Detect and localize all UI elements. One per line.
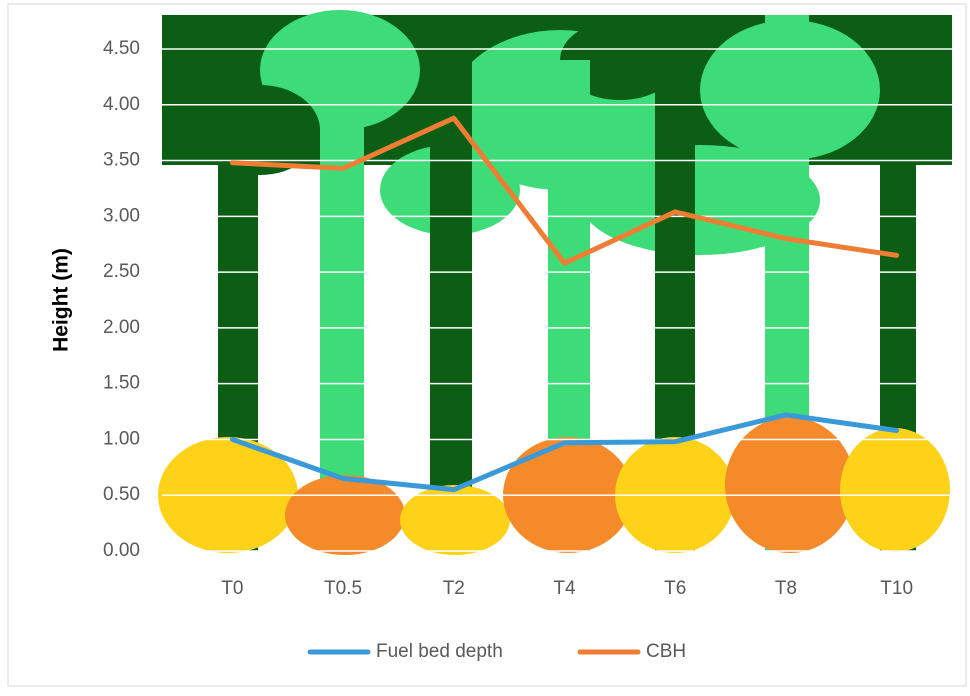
y-axis-title: Height (m) <box>50 248 73 352</box>
x-tick-label: T6 <box>664 578 686 599</box>
x-tick-label: T0 <box>221 578 243 599</box>
y-tick-label: 1.00 <box>103 428 140 449</box>
forest-illustration <box>158 10 952 555</box>
y-tick-label: 4.00 <box>103 94 140 115</box>
x-tick-label: T0.5 <box>324 578 362 599</box>
y-tick-label: 2.50 <box>103 261 140 282</box>
x-tick-label: T8 <box>775 578 797 599</box>
y-tick-label: 3.50 <box>103 150 140 171</box>
data-line <box>229 115 900 266</box>
x-tick-label: T4 <box>553 578 576 599</box>
y-tick-label: 4.50 <box>103 38 140 59</box>
x-tick-label: T2 <box>443 578 465 599</box>
y-tick-label: 2.00 <box>103 317 140 338</box>
data-line <box>229 412 900 493</box>
legend-label: Fuel bed depth <box>376 641 503 662</box>
y-tick-label: 3.00 <box>103 205 140 226</box>
x-tick-label: T10 <box>880 578 913 599</box>
y-tick-label: 1.50 <box>103 373 140 394</box>
y-tick-label: 0.00 <box>103 540 140 561</box>
legend-label: CBH <box>646 641 686 662</box>
y-tick-label: 0.50 <box>103 484 140 505</box>
